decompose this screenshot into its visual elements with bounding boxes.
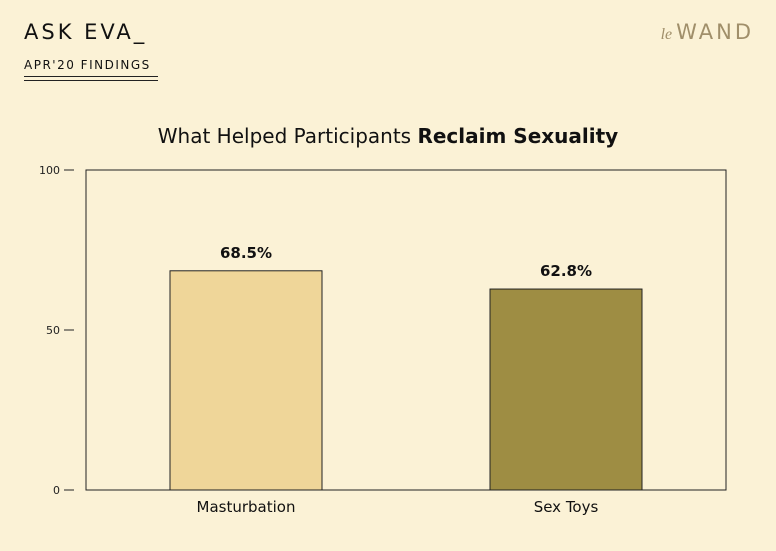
subtitle-underline	[24, 76, 158, 77]
bar-value-label: 62.8%	[540, 262, 592, 280]
chart-title: What Helped Participants Reclaim Sexuali…	[0, 124, 776, 148]
brand-title: ASK EVA_	[24, 20, 148, 44]
x-category-label: Masturbation	[197, 498, 296, 516]
x-category-label: Sex Toys	[534, 498, 599, 516]
chart-title-regular: What Helped Participants	[157, 124, 418, 148]
bar-value-label: 68.5%	[220, 244, 272, 262]
y-tick-label: 0	[53, 484, 60, 497]
y-tick-label: 100	[39, 164, 60, 177]
chart-title-bold: Reclaim Sexuality	[417, 124, 619, 148]
subtitle-underline-2	[24, 80, 158, 81]
bar	[169, 270, 323, 491]
findings-subtitle: APR'20 FINDINGS	[24, 58, 151, 72]
brand-logo: le WAND	[660, 20, 754, 44]
y-tick-label: 50	[46, 324, 60, 337]
plot-frame	[85, 169, 727, 491]
bar	[489, 288, 643, 491]
